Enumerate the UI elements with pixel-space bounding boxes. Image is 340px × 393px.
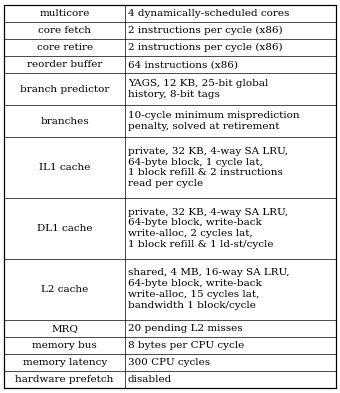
Text: 20 pending L2 misses: 20 pending L2 misses (128, 324, 242, 332)
Text: DL1 cache: DL1 cache (37, 224, 92, 233)
Text: YAGS, 12 KB, 25-bit global
history, 8-bit tags: YAGS, 12 KB, 25-bit global history, 8-bi… (128, 79, 268, 99)
Text: branch predictor: branch predictor (20, 85, 109, 94)
Text: multicore: multicore (39, 9, 90, 18)
Text: memory bus: memory bus (32, 341, 97, 350)
Text: 4 dynamically-scheduled cores: 4 dynamically-scheduled cores (128, 9, 289, 18)
Text: hardware prefetch: hardware prefetch (15, 375, 114, 384)
Text: IL1 cache: IL1 cache (39, 163, 90, 172)
Text: 10-cycle minimum misprediction
penalty, solved at retirement: 10-cycle minimum misprediction penalty, … (128, 111, 300, 131)
Text: private, 32 KB, 4-way SA LRU,
64-byte block, 1 cycle lat,
1 block refill & 2 ins: private, 32 KB, 4-way SA LRU, 64-byte bl… (128, 147, 288, 188)
Text: shared, 4 MB, 16-way SA LRU,
64-byte block, write-back
write-alloc, 15 cycles la: shared, 4 MB, 16-way SA LRU, 64-byte blo… (128, 268, 289, 310)
Text: memory latency: memory latency (22, 358, 107, 367)
Text: disabled: disabled (128, 375, 172, 384)
Text: 2 instructions per cycle (x86): 2 instructions per cycle (x86) (128, 43, 283, 52)
Text: L2 cache: L2 cache (41, 285, 88, 294)
Text: core fetch: core fetch (38, 26, 91, 35)
Text: core retire: core retire (37, 43, 93, 52)
Text: reorder buffer: reorder buffer (27, 61, 102, 69)
Text: 2 instructions per cycle (x86): 2 instructions per cycle (x86) (128, 26, 283, 35)
Text: branches: branches (40, 117, 89, 126)
Text: 300 CPU cycles: 300 CPU cycles (128, 358, 210, 367)
Text: 8 bytes per CPU cycle: 8 bytes per CPU cycle (128, 341, 244, 350)
Text: MRQ: MRQ (51, 324, 78, 332)
Text: 64 instructions (x86): 64 instructions (x86) (128, 61, 238, 69)
Text: private, 32 KB, 4-way SA LRU,
64-byte block, write-back
write-alloc, 2 cycles la: private, 32 KB, 4-way SA LRU, 64-byte bl… (128, 208, 288, 249)
